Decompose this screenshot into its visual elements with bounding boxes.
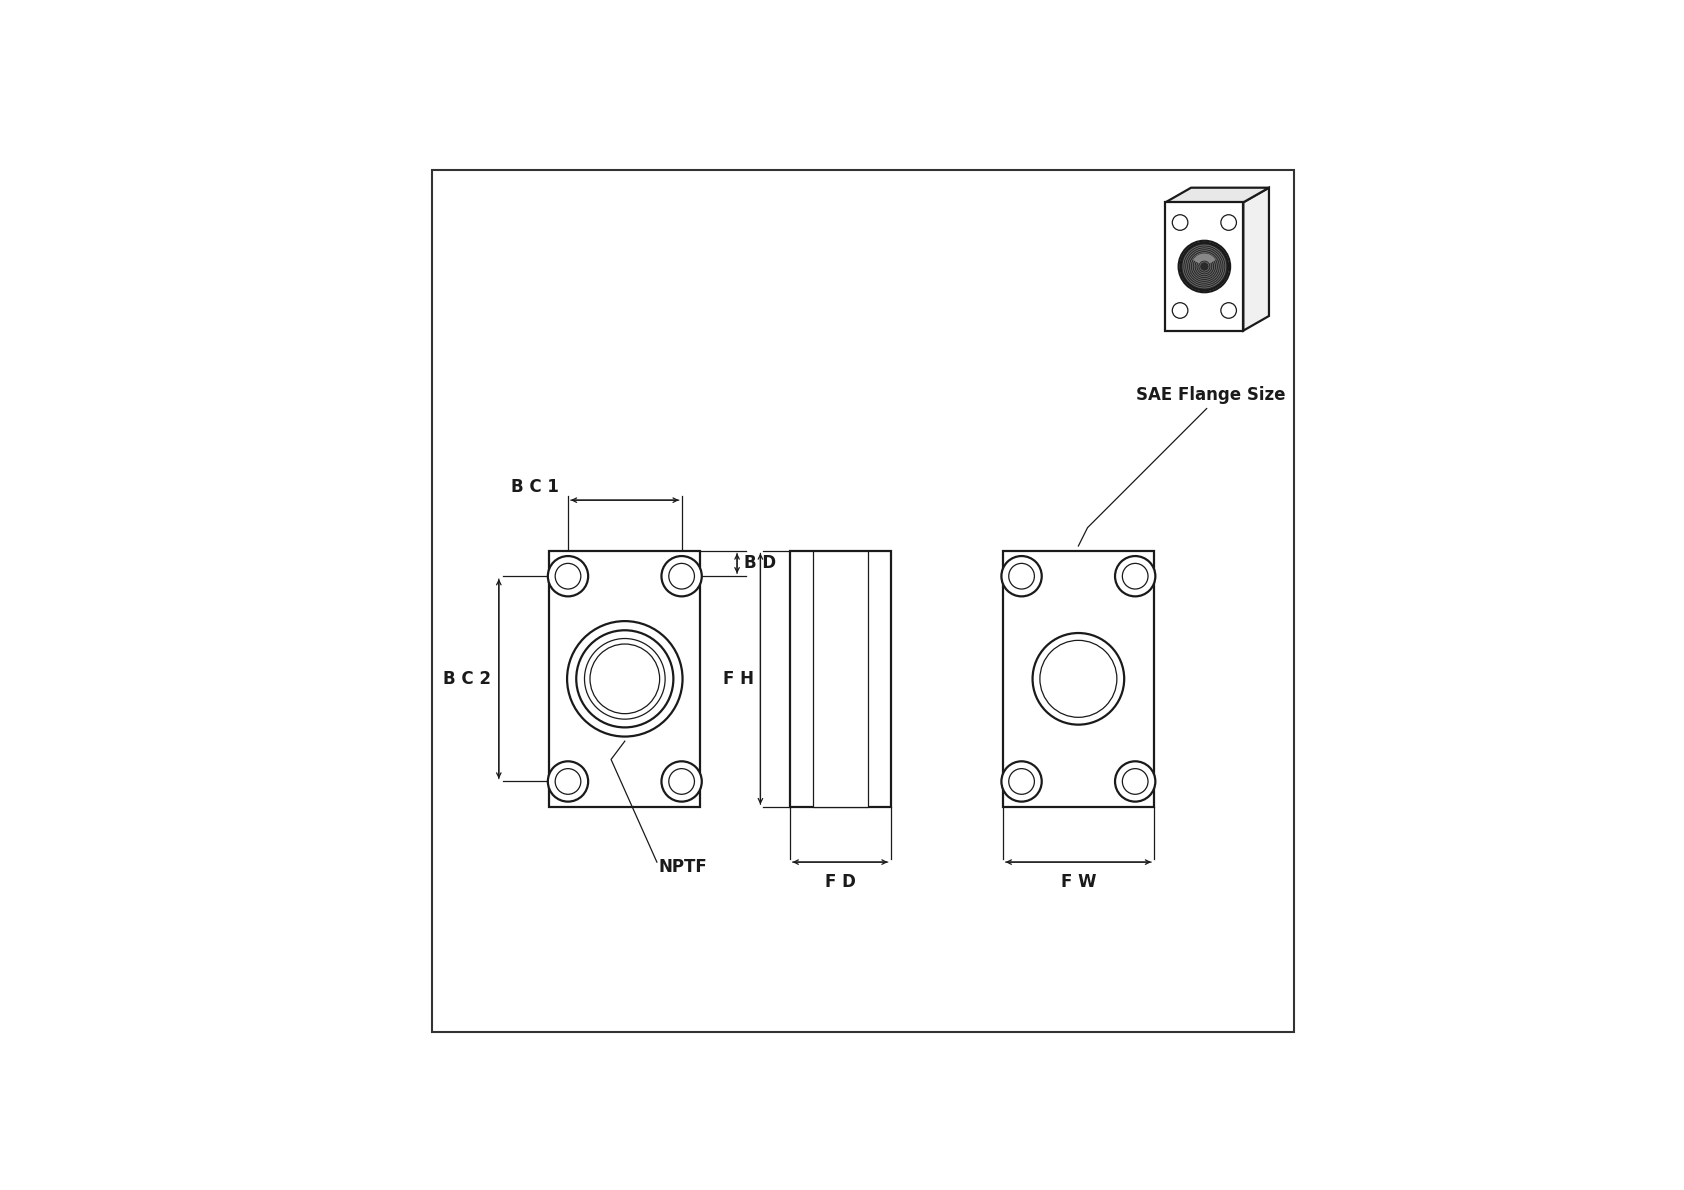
Circle shape (1172, 302, 1187, 318)
Bar (1165, 202, 1243, 331)
Circle shape (669, 563, 694, 589)
Text: B D: B D (744, 555, 776, 572)
Circle shape (568, 621, 682, 737)
Circle shape (1115, 556, 1155, 596)
Circle shape (1221, 302, 1236, 318)
Circle shape (1009, 563, 1034, 589)
Bar (813, 551, 867, 807)
Circle shape (556, 769, 581, 794)
Text: SAE Flange Size: SAE Flange Size (1137, 386, 1287, 403)
Circle shape (589, 644, 660, 714)
Polygon shape (1165, 188, 1270, 202)
Wedge shape (1192, 253, 1216, 263)
Circle shape (1115, 762, 1155, 802)
Circle shape (1180, 243, 1228, 290)
Circle shape (1122, 769, 1148, 794)
Circle shape (1009, 769, 1034, 794)
Circle shape (556, 563, 581, 589)
Text: B C 1: B C 1 (510, 478, 559, 496)
Circle shape (1122, 563, 1148, 589)
Circle shape (662, 762, 702, 802)
Circle shape (1002, 762, 1042, 802)
Text: F D: F D (825, 873, 855, 891)
Bar (549, 551, 701, 807)
Circle shape (547, 762, 588, 802)
Circle shape (1221, 214, 1236, 231)
Text: F H: F H (722, 670, 754, 688)
Circle shape (1032, 633, 1125, 725)
Circle shape (1179, 240, 1229, 293)
Bar (790, 551, 891, 807)
Circle shape (662, 556, 702, 596)
Text: F W: F W (1061, 873, 1096, 891)
Circle shape (584, 639, 665, 719)
Circle shape (576, 631, 674, 727)
Circle shape (1041, 640, 1116, 718)
Circle shape (669, 769, 694, 794)
Polygon shape (1243, 188, 1270, 331)
Circle shape (1172, 214, 1187, 231)
Circle shape (1002, 556, 1042, 596)
Text: B C 2: B C 2 (443, 670, 492, 688)
Text: NPTF: NPTF (658, 858, 707, 876)
Circle shape (547, 556, 588, 596)
Bar (1002, 551, 1154, 807)
